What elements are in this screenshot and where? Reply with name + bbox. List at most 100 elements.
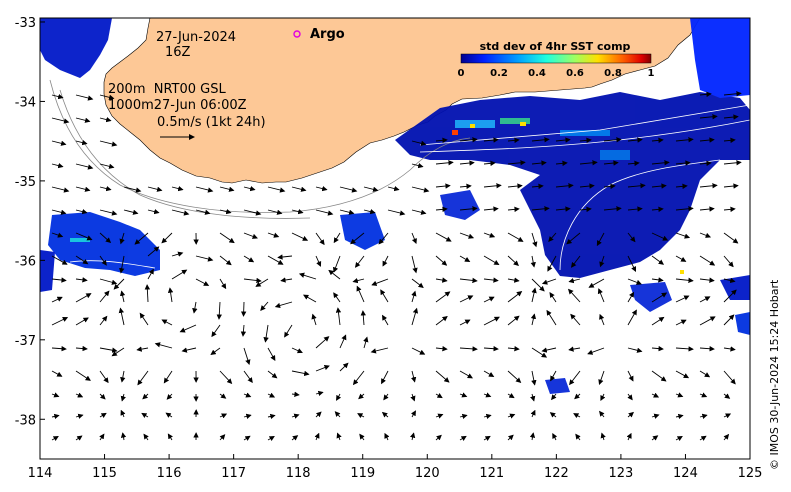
current-vector-arrow — [699, 316, 716, 326]
current-vector-arrow — [243, 232, 258, 239]
current-vector-arrow — [627, 347, 643, 353]
current-vector-arrow — [315, 255, 322, 267]
current-vector-arrow — [119, 255, 125, 274]
current-vector-arrow — [119, 290, 126, 303]
current-vector-arrow — [120, 432, 127, 441]
current-vector-arrow — [291, 347, 303, 354]
current-vector-arrow — [143, 433, 149, 441]
current-vector-arrow — [314, 432, 320, 441]
current-vector-arrow — [435, 137, 448, 144]
current-vector-arrow — [75, 232, 93, 241]
current-vector-arrow — [51, 255, 68, 265]
current-vector-arrow — [167, 287, 174, 303]
colorbar-tick-label: 0.4 — [528, 68, 546, 79]
current-vector-arrow — [435, 183, 451, 189]
sst-high-variance-specks — [70, 118, 684, 274]
lat-tick-label: -38 — [15, 413, 36, 428]
current-vector-arrow — [142, 393, 149, 400]
current-vector-arrow — [483, 232, 496, 238]
current-vector-arrow — [147, 208, 160, 215]
current-vector-arrow — [381, 411, 389, 418]
current-vector-arrow — [123, 186, 142, 193]
current-vector-arrow — [339, 334, 347, 349]
current-vector-arrow — [267, 232, 280, 238]
current-vector-arrow — [195, 186, 214, 193]
current-vector-arrow — [555, 206, 571, 212]
current-vector-arrow — [579, 137, 592, 144]
current-vector-arrow — [75, 435, 83, 441]
current-vector-arrow — [573, 413, 581, 419]
current-vector-arrow — [507, 315, 520, 326]
current-vector-arrow — [382, 314, 389, 326]
current-vector-arrow — [99, 370, 109, 384]
current-vector-arrow — [723, 370, 736, 385]
current-vector-arrow — [723, 413, 732, 419]
current-vector-arrow — [555, 160, 568, 167]
colorbar-tick-label: 0.8 — [604, 68, 622, 79]
current-vector-arrow — [75, 255, 89, 265]
current-vector-arrow — [181, 347, 197, 353]
current-vector-arrow — [99, 140, 118, 147]
current-vector-arrow — [723, 183, 739, 189]
current-vector-arrow — [723, 433, 730, 441]
current-vector-arrow — [627, 206, 643, 212]
current-vector-arrow — [627, 255, 637, 273]
current-vector-arrow — [411, 278, 424, 289]
current-vector-arrow — [547, 255, 557, 272]
current-vector-arrow — [154, 342, 173, 349]
current-vector-arrow — [335, 307, 342, 326]
colorbar-gradient — [460, 53, 652, 64]
current-vector-arrow — [298, 272, 317, 280]
current-vector-arrow — [240, 324, 247, 337]
current-vector-arrow — [699, 392, 708, 398]
current-vector-arrow — [530, 409, 536, 418]
current-vector-arrow — [699, 114, 718, 120]
current-vector-arrow — [291, 186, 307, 192]
current-vector-arrow — [51, 317, 69, 326]
current-vector-arrow — [459, 413, 468, 420]
current-vector-arrow — [435, 413, 444, 419]
current-vector-arrow — [723, 160, 742, 166]
current-vector-arrow — [723, 137, 736, 144]
current-vector-arrow — [435, 255, 448, 266]
current-vector-arrow — [75, 139, 88, 146]
current-vector-arrow — [363, 336, 369, 349]
current-vector-arrow — [699, 137, 715, 143]
current-vector-arrow — [99, 116, 112, 123]
current-vector-arrow — [627, 370, 634, 382]
current-vector-arrow — [575, 433, 581, 441]
current-vector-arrow — [531, 137, 550, 143]
current-vector-arrow — [531, 206, 550, 212]
current-vector-arrow — [435, 346, 448, 352]
current-vector-arrow — [507, 370, 522, 384]
current-vector-arrow — [531, 232, 538, 248]
current-vector-arrow — [409, 432, 416, 441]
current-vector-arrow — [243, 277, 262, 284]
current-vector-arrow — [211, 324, 221, 338]
current-vector-arrow — [219, 186, 235, 192]
current-vector-arrow — [51, 277, 67, 283]
current-vector-arrow — [507, 160, 526, 166]
current-vector-arrow — [99, 232, 112, 244]
current-vector-arrow — [531, 278, 545, 292]
current-vector-arrow — [723, 114, 739, 120]
current-vector-arrow — [549, 292, 557, 303]
current-vector-arrow — [530, 255, 536, 268]
current-vector-arrow — [507, 413, 516, 419]
current-vector-arrow — [161, 319, 173, 326]
current-vector-arrow — [483, 316, 500, 326]
current-vector-arrow — [675, 346, 694, 352]
current-vector-arrow — [549, 412, 557, 418]
current-vector-arrow — [75, 186, 91, 192]
current-vector-arrow — [216, 301, 222, 320]
colorbar-tick-label: 0.6 — [566, 68, 584, 79]
current-vector-arrow — [328, 269, 341, 280]
current-vector-arrow — [411, 347, 426, 355]
current-vector-arrow — [284, 324, 293, 338]
current-vector-arrow — [75, 370, 91, 381]
lat-tick-label: -33 — [15, 16, 36, 31]
current-vector-arrow — [600, 393, 606, 401]
current-vector-arrow — [435, 277, 448, 283]
current-vector-arrow — [651, 370, 667, 382]
